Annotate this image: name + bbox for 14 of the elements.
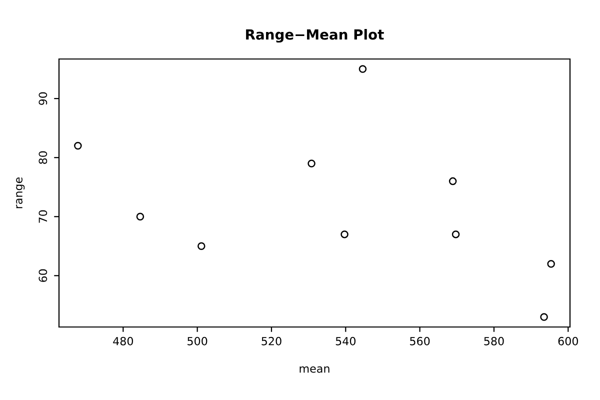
x-tick-label: 500	[188, 336, 208, 346]
chart-title: Range−Mean Plot	[246, 29, 384, 43]
y-tick-label: 70	[38, 210, 48, 223]
x-tick-label: 520	[262, 336, 282, 346]
y-axis-title: range	[16, 177, 25, 208]
y-tick-label: 80	[38, 151, 48, 164]
x-tick-label: 560	[410, 336, 430, 346]
x-axis-title: mean	[300, 366, 330, 373]
x-tick-label: 600	[558, 336, 578, 346]
y-tick-label: 60	[38, 269, 48, 282]
y-tick-label: 90	[38, 92, 48, 105]
x-tick-label: 580	[484, 336, 504, 346]
x-tick-label: 540	[336, 336, 356, 346]
x-tick-label: 480	[113, 336, 134, 346]
